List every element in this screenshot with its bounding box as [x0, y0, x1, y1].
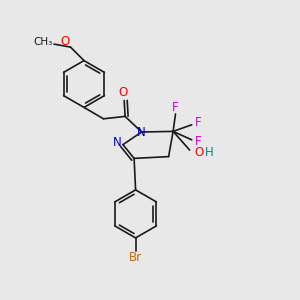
Text: O: O [61, 35, 70, 48]
Text: F: F [172, 101, 179, 114]
Text: O: O [194, 146, 203, 159]
Text: CH₃: CH₃ [33, 37, 52, 47]
Text: F: F [195, 135, 202, 148]
Text: Br: Br [129, 251, 142, 264]
Text: N: N [112, 136, 122, 149]
Text: N: N [137, 125, 146, 139]
Text: F: F [195, 116, 202, 129]
Text: H: H [205, 146, 214, 159]
Text: O: O [118, 86, 127, 99]
